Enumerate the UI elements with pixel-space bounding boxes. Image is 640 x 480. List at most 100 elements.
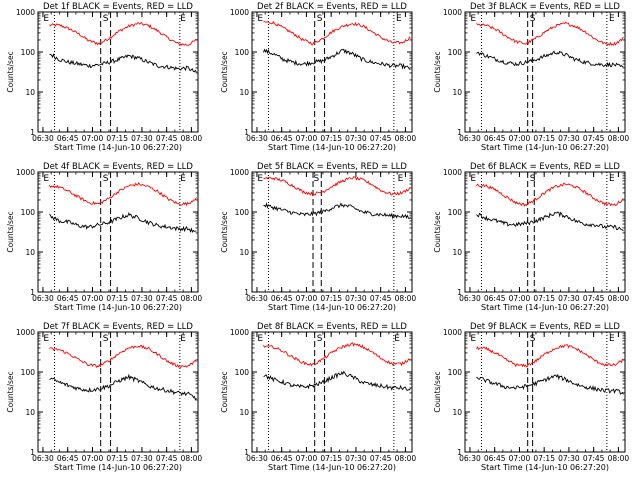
annotation-e: E <box>180 334 186 344</box>
x-tick-label: 06:30 <box>32 134 54 143</box>
x-tick-label: 07:30 <box>558 454 580 463</box>
annotation-s: S <box>313 174 319 184</box>
series-line-black <box>476 50 624 68</box>
x-axis-label: Start Time (14-Jun-10 06:27:20) <box>54 463 182 472</box>
x-tick-label: 08:00 <box>395 134 417 143</box>
x-tick-label: 06:30 <box>246 454 268 463</box>
x-axis-label: Start Time (14-Jun-10 06:27:20) <box>268 303 396 312</box>
plot-frame <box>251 331 413 453</box>
y-tick-label: 1 <box>244 288 249 297</box>
annotation-e: E <box>396 14 402 24</box>
annotation-e: E <box>180 14 186 24</box>
y-tick-label: 1000 <box>443 328 462 337</box>
series-line-red <box>49 181 197 207</box>
x-tick-label: 08:00 <box>608 294 630 303</box>
y-tick-label: 1000 <box>16 168 35 177</box>
y-tick-label: 10 <box>452 248 462 257</box>
x-tick-label: 08:00 <box>395 294 417 303</box>
annotation-e: E <box>43 174 49 184</box>
x-axis-label: Start Time (14-Jun-10 06:27:20) <box>54 143 182 152</box>
y-tick-label: 10 <box>25 408 35 417</box>
x-tick-label: 07:30 <box>131 294 153 303</box>
x-tick-label: 07:15 <box>106 134 128 143</box>
plot-frame <box>37 171 199 293</box>
x-tick-label: 07:00 <box>82 454 104 463</box>
annotation-e: E <box>609 14 615 24</box>
x-axis-label: Start Time (14-Jun-10 06:27:20) <box>54 303 182 312</box>
annotation-e: E <box>43 14 49 24</box>
x-tick-label: 07:00 <box>509 294 531 303</box>
x-tick-label: 07:15 <box>320 294 342 303</box>
x-tick-label: 07:30 <box>345 454 367 463</box>
x-tick-label: 07:45 <box>156 134 178 143</box>
x-tick-label: 08:00 <box>181 134 203 143</box>
series-line-red <box>49 344 197 369</box>
x-tick-label: 07:15 <box>106 294 128 303</box>
y-tick-label: 1000 <box>16 8 35 17</box>
series-line-red <box>263 20 411 46</box>
detector-panel-1: Det 1f BLACK = Events, RED = LLD 1 10 100 10… <box>6 2 202 152</box>
x-tick-label: 06:30 <box>246 294 268 303</box>
x-tick-label: 07:00 <box>82 294 104 303</box>
annotation-s: S <box>103 334 109 344</box>
annotation-e: E <box>257 174 263 184</box>
annotation-s: S <box>530 14 536 24</box>
y-axis-label: Counts/sec <box>433 51 442 92</box>
x-axis-label: Start Time (14-Jun-10 06:27:20) <box>481 463 609 472</box>
x-tick-label: 07:15 <box>106 454 128 463</box>
annotation-e: E <box>470 174 476 184</box>
annotation-e: E <box>470 334 476 344</box>
panel-title: Det 9f BLACK = Events, RED = LLD <box>470 322 620 332</box>
x-tick-label: 07:00 <box>509 454 531 463</box>
x-tick-label: 07:45 <box>583 134 605 143</box>
x-tick-label: 06:45 <box>271 454 293 463</box>
y-tick-label: 100 <box>448 208 463 217</box>
series-line-black <box>476 373 624 395</box>
y-axis-label: Counts/sec <box>6 371 15 412</box>
plot-frame <box>251 171 413 293</box>
series-line-black <box>49 212 197 234</box>
annotation-s: S <box>317 334 323 344</box>
y-tick-label: 1 <box>457 288 462 297</box>
x-axis-label: Start Time (14-Jun-10 06:27:20) <box>481 143 609 152</box>
x-tick-label: 06:45 <box>484 454 506 463</box>
y-tick-label: 100 <box>235 48 250 57</box>
panel-title: Det 1f BLACK = Events, RED = LLD <box>43 2 193 12</box>
y-axis-label: Counts/sec <box>220 211 229 252</box>
y-axis-label: Counts/sec <box>433 211 442 252</box>
x-tick-label: 07:45 <box>583 294 605 303</box>
y-tick-label: 100 <box>21 368 36 377</box>
annotation-e: E <box>394 334 400 344</box>
x-tick-label: 07:00 <box>82 134 104 143</box>
annotation-s: S <box>103 174 109 184</box>
series-line-black <box>49 373 197 401</box>
x-tick-label: 07:15 <box>533 294 555 303</box>
plot-frame <box>37 11 199 133</box>
y-tick-label: 1 <box>244 448 249 457</box>
x-tick-label: 08:00 <box>608 134 630 143</box>
series-line-red <box>263 176 411 197</box>
x-tick-label: 07:30 <box>131 454 153 463</box>
plot-frame <box>464 11 626 133</box>
y-axis-label: Counts/sec <box>220 51 229 92</box>
annotation-e: E <box>257 334 263 344</box>
plot-frame <box>464 171 626 293</box>
x-tick-label: 07:45 <box>583 454 605 463</box>
series-line-black <box>263 48 411 70</box>
series-line-red <box>263 342 411 367</box>
x-tick-label: 06:45 <box>57 454 79 463</box>
panel-title: Det 5f BLACK = Events, RED = LLD <box>257 162 407 172</box>
series-line-black <box>476 211 624 232</box>
y-tick-label: 1000 <box>230 328 249 337</box>
x-tick-label: 06:45 <box>484 294 506 303</box>
annotation-e: E <box>180 174 186 184</box>
plot-frame <box>37 331 199 453</box>
panel-title: Det 8f BLACK = Events, RED = LLD <box>257 322 407 332</box>
x-tick-label: 06:30 <box>32 454 54 463</box>
annotation-s: S <box>530 334 536 344</box>
y-axis-label: Counts/sec <box>433 371 442 412</box>
x-tick-label: 06:30 <box>459 454 481 463</box>
y-tick-label: 1000 <box>16 328 35 337</box>
x-tick-label: 08:00 <box>395 454 417 463</box>
x-tick-label: 06:45 <box>271 134 293 143</box>
